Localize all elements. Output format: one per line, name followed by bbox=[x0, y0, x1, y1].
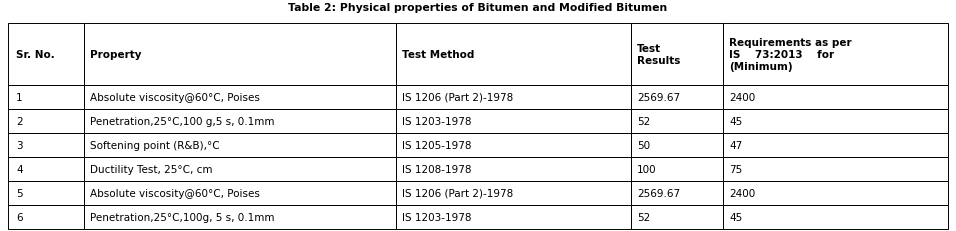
Bar bbox=[631, 24, 724, 85]
Text: 2400: 2400 bbox=[729, 93, 755, 103]
Bar bbox=[631, 85, 724, 109]
Text: 2400: 2400 bbox=[729, 188, 755, 198]
Text: IS 1203-1978: IS 1203-1978 bbox=[402, 212, 471, 222]
Text: 50: 50 bbox=[637, 140, 650, 150]
Text: Table 2: Physical properties of Bitumen and Modified Bitumen: Table 2: Physical properties of Bitumen … bbox=[289, 3, 667, 13]
Text: Absolute viscosity@60°C, Poises: Absolute viscosity@60°C, Poises bbox=[90, 93, 260, 103]
Text: Penetration,25°C,100 g,5 s, 0.1mm: Penetration,25°C,100 g,5 s, 0.1mm bbox=[90, 116, 274, 126]
Bar bbox=[8, 85, 84, 109]
Bar bbox=[631, 157, 724, 181]
Text: Sr. No.: Sr. No. bbox=[16, 50, 55, 60]
Text: 2: 2 bbox=[16, 116, 23, 126]
Text: 4: 4 bbox=[16, 164, 23, 174]
Bar bbox=[8, 181, 84, 205]
Text: 52: 52 bbox=[637, 116, 650, 126]
Bar bbox=[631, 181, 724, 205]
Text: IS 1203-1978: IS 1203-1978 bbox=[402, 116, 471, 126]
Text: 6: 6 bbox=[16, 212, 23, 222]
Bar bbox=[84, 181, 396, 205]
Text: 75: 75 bbox=[729, 164, 743, 174]
Bar bbox=[396, 24, 631, 85]
Bar bbox=[84, 24, 396, 85]
Bar bbox=[8, 205, 84, 229]
Bar bbox=[396, 85, 631, 109]
Bar bbox=[396, 133, 631, 157]
Text: Ductility Test, 25°C, cm: Ductility Test, 25°C, cm bbox=[90, 164, 212, 174]
Bar bbox=[8, 109, 84, 133]
Text: IS 1206 (Part 2)-1978: IS 1206 (Part 2)-1978 bbox=[402, 188, 513, 198]
Text: 100: 100 bbox=[637, 164, 657, 174]
Bar bbox=[396, 181, 631, 205]
Bar bbox=[84, 109, 396, 133]
Text: 52: 52 bbox=[637, 212, 650, 222]
Bar bbox=[396, 205, 631, 229]
Bar bbox=[724, 24, 948, 85]
Bar bbox=[8, 157, 84, 181]
Bar bbox=[8, 24, 84, 85]
Bar bbox=[631, 205, 724, 229]
Bar bbox=[724, 109, 948, 133]
Text: IS 1208-1978: IS 1208-1978 bbox=[402, 164, 471, 174]
Text: 2569.67: 2569.67 bbox=[637, 93, 681, 103]
Text: Test Method: Test Method bbox=[402, 50, 474, 60]
Text: 45: 45 bbox=[729, 116, 743, 126]
Text: Requirements as per
IS    73:2013    for
(Minimum): Requirements as per IS 73:2013 for (Mini… bbox=[729, 38, 852, 72]
Text: 3: 3 bbox=[16, 140, 23, 150]
Bar bbox=[724, 157, 948, 181]
Text: Test
Results: Test Results bbox=[637, 44, 681, 66]
Bar bbox=[8, 133, 84, 157]
Text: 45: 45 bbox=[729, 212, 743, 222]
Bar bbox=[631, 109, 724, 133]
Text: Property: Property bbox=[90, 50, 141, 60]
Bar bbox=[724, 181, 948, 205]
Text: 2569.67: 2569.67 bbox=[637, 188, 681, 198]
Bar bbox=[631, 133, 724, 157]
Bar bbox=[84, 133, 396, 157]
Bar bbox=[724, 85, 948, 109]
Bar bbox=[84, 85, 396, 109]
Bar bbox=[724, 205, 948, 229]
Text: 5: 5 bbox=[16, 188, 23, 198]
Bar bbox=[84, 205, 396, 229]
Text: Penetration,25°C,100g, 5 s, 0.1mm: Penetration,25°C,100g, 5 s, 0.1mm bbox=[90, 212, 274, 222]
Bar bbox=[84, 157, 396, 181]
Bar bbox=[396, 109, 631, 133]
Bar bbox=[724, 133, 948, 157]
Text: 1: 1 bbox=[16, 93, 23, 103]
Text: IS 1206 (Part 2)-1978: IS 1206 (Part 2)-1978 bbox=[402, 93, 513, 103]
Bar bbox=[396, 157, 631, 181]
Text: Softening point (R&B),°C: Softening point (R&B),°C bbox=[90, 140, 220, 150]
Text: IS 1205-1978: IS 1205-1978 bbox=[402, 140, 471, 150]
Text: Absolute viscosity@60°C, Poises: Absolute viscosity@60°C, Poises bbox=[90, 188, 260, 198]
Text: 47: 47 bbox=[729, 140, 743, 150]
